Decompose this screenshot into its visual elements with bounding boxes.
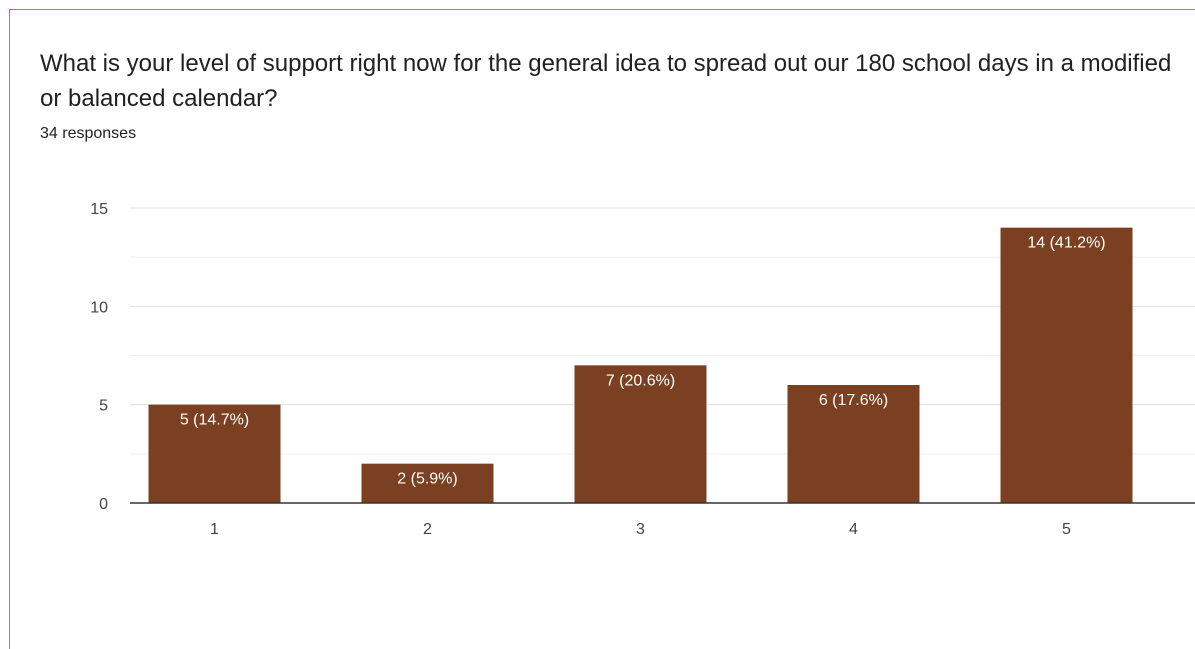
x-tick-label: 5: [1062, 521, 1071, 538]
bars: 5 (14.7%) 2 (5.9%) 7 (20.6%) 6 (17.6%) 14 (4…: [148, 227, 1133, 503]
question-title: What is your level of support right now …: [40, 50, 1172, 112]
bar: [148, 404, 281, 503]
bar-data-label: 2 (5.9%): [397, 471, 457, 488]
bar-data-label: 5 (14.7%): [180, 412, 249, 429]
x-tick-label: 2: [423, 521, 432, 538]
chart-card: [9, 9, 1195, 649]
bar-data-label: 14 (41.2%): [1027, 235, 1105, 252]
x-axis-ticks: 1 2 3 4 5: [210, 521, 1071, 538]
y-tick-label: 10: [90, 299, 108, 316]
response-count: 34 responses: [40, 125, 137, 142]
x-tick-label: 4: [849, 521, 858, 538]
bar: [574, 365, 707, 503]
bar: [1000, 227, 1133, 503]
bar: [787, 385, 920, 503]
y-tick-label: 5: [99, 398, 108, 415]
bar-data-label: 7 (20.6%): [606, 372, 675, 389]
y-tick-label: 0: [99, 496, 108, 513]
bar: [361, 463, 494, 503]
bar-data-label: 6 (17.6%): [819, 392, 888, 409]
x-tick-label: 1: [210, 521, 219, 538]
x-tick-label: 3: [636, 521, 645, 538]
y-axis-ticks: 0 5 10 15: [90, 201, 108, 513]
y-tick-label: 15: [90, 201, 108, 218]
